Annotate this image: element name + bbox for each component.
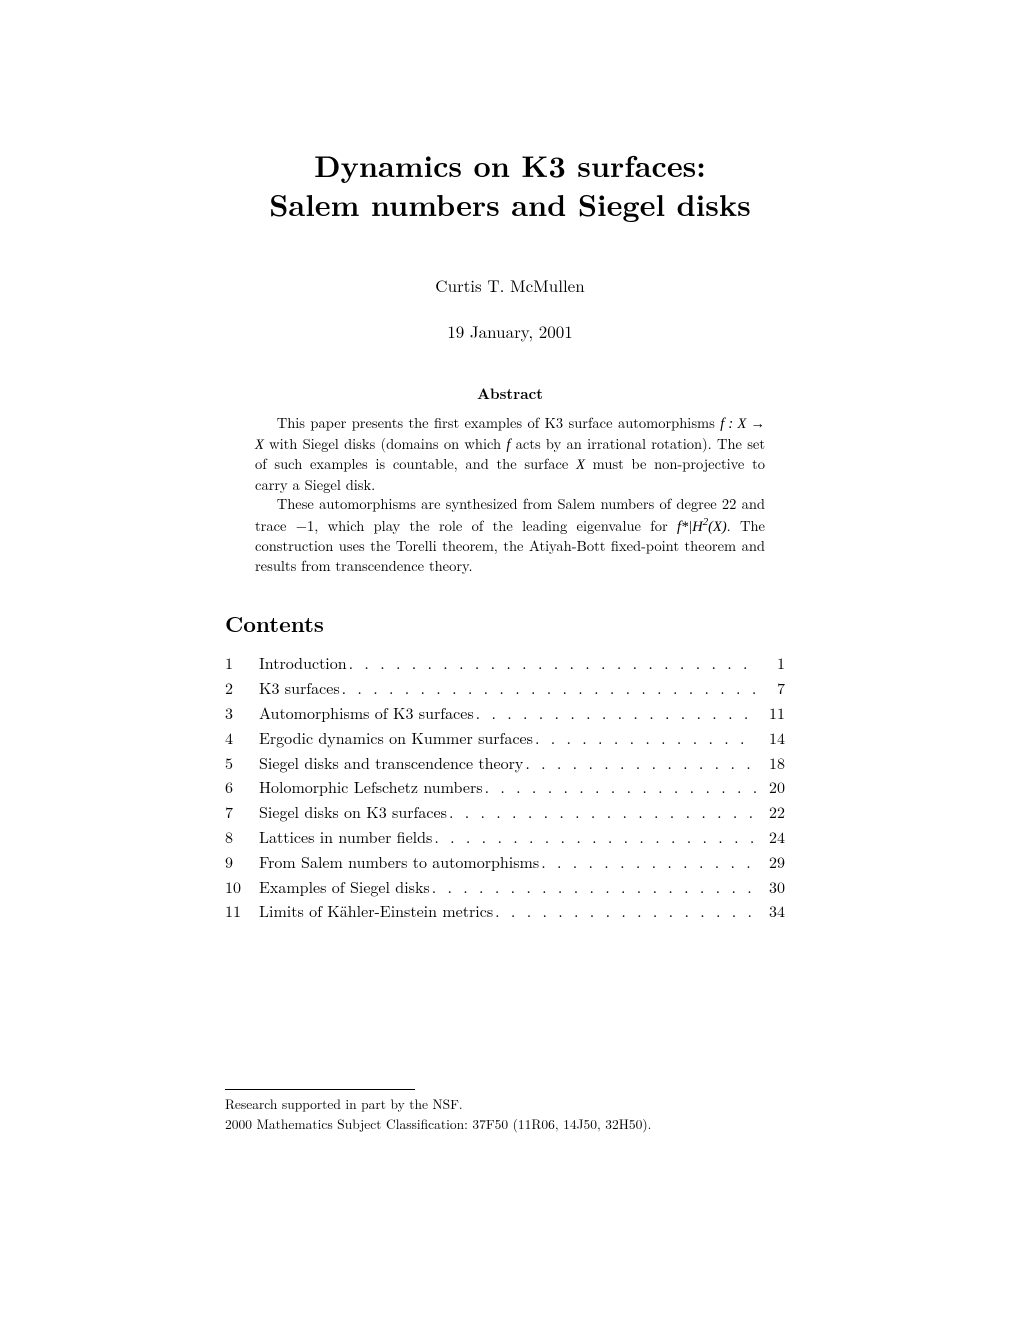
toc-row: 10Examples of Siegel disks . . . . . . .… — [225, 875, 785, 900]
toc-section-number: 10 — [225, 875, 259, 900]
footnote-rule — [225, 1089, 415, 1090]
toc-page-number: 29 — [757, 850, 785, 875]
toc-page-number: 22 — [757, 800, 785, 825]
toc-leader-dots: . . . . . . . . . . . . . . . . . . . . … — [493, 899, 757, 924]
toc-page-number: 24 — [757, 825, 785, 850]
toc-section-number: 6 — [225, 775, 259, 800]
toc-section-title: Automorphisms of K3 surfaces — [259, 701, 474, 726]
toc-leader-dots: . . . . . . . . . . . . . . . . . . . . … — [347, 651, 757, 676]
toc-page-number: 7 — [757, 676, 785, 701]
abstract-text: This paper presents the first examples o… — [277, 413, 720, 433]
abstract-para-1: This paper presents the first examples o… — [255, 414, 765, 495]
toc-page-number: 1 — [757, 651, 785, 676]
toc-section-title: Examples of Siegel disks — [259, 875, 430, 900]
toc-leader-dots: . . . . . . . . . . . . . . . . . . . . … — [539, 850, 757, 875]
toc-section-number: 8 — [225, 825, 259, 850]
toc-row: 11Limits of Kähler-Einstein metrics . . … — [225, 899, 785, 924]
abstract-heading: Abstract — [225, 383, 795, 404]
toc-page-number: 18 — [757, 751, 785, 776]
footnote-line-1: Research supported in part by the NSF. — [225, 1094, 795, 1114]
toc-section-number: 4 — [225, 726, 259, 751]
toc-section-number: 3 — [225, 701, 259, 726]
title-block: Dynamics on K3 surfaces: Salem numbers a… — [225, 145, 795, 223]
toc-row: 1Introduction . . . . . . . . . . . . . … — [225, 651, 785, 676]
math-x: X — [576, 457, 585, 473]
toc-page-number: 11 — [757, 701, 785, 726]
contents-heading: Contents — [225, 608, 795, 639]
toc-section-title: Siegel disks on K3 surfaces — [259, 800, 447, 825]
toc-page-number: 34 — [757, 899, 785, 924]
toc-section-title: Holomorphic Lefschetz numbers — [259, 775, 483, 800]
toc-section-title: K3 surfaces — [259, 676, 340, 701]
toc-section-title: From Salem numbers to automorphisms — [259, 850, 539, 875]
toc-section-number: 1 — [225, 651, 259, 676]
footnote-line-2: 2000 Mathematics Subject Classification:… — [225, 1114, 795, 1134]
toc-row: 4Ergodic dynamics on Kummer surfaces . .… — [225, 726, 785, 751]
paper-page: Dynamics on K3 surfaces: Salem numbers a… — [0, 0, 1020, 1135]
toc-section-number: 5 — [225, 751, 259, 776]
title-line-1: Dynamics on K3 surfaces: — [225, 145, 795, 184]
toc-section-number: 2 — [225, 676, 259, 701]
toc-section-title: Lattices in number fields — [259, 825, 432, 850]
toc-leader-dots: . . . . . . . . . . . . . . . . . . . . … — [523, 751, 757, 776]
abstract-text: with Siegel disks (domains on which — [264, 434, 506, 454]
toc-section-number: 11 — [225, 899, 259, 924]
toc-leader-dots: . . . . . . . . . . . . . . . . . . . . … — [432, 825, 757, 850]
toc-leader-dots: . . . . . . . . . . . . . . . . . . . . … — [447, 800, 757, 825]
table-of-contents: 1Introduction . . . . . . . . . . . . . … — [225, 651, 785, 924]
date: 19 January, 2001 — [225, 319, 795, 343]
toc-row: 5Siegel disks and transcendence theory .… — [225, 751, 785, 776]
toc-page-number: 14 — [757, 726, 785, 751]
toc-section-title: Siegel disks and transcendence theory — [259, 751, 523, 776]
toc-row: 6Holomorphic Lefschetz numbers . . . . .… — [225, 775, 785, 800]
toc-row: 9From Salem numbers to automorphisms . .… — [225, 850, 785, 875]
toc-section-title: Limits of Kähler-Einstein metrics — [259, 899, 493, 924]
author: Curtis T. McMullen — [225, 273, 795, 297]
toc-section-title: Ergodic dynamics on Kummer surfaces — [259, 726, 533, 751]
abstract-body: This paper presents the first examples o… — [255, 414, 765, 576]
toc-section-number: 9 — [225, 850, 259, 875]
toc-page-number: 20 — [757, 775, 785, 800]
math-fh2x: f*|H2(X) — [677, 519, 727, 535]
abstract-para-2: These automorphisms are synthesized from… — [255, 495, 765, 576]
toc-leader-dots: . . . . . . . . . . . . . . . . . . . . … — [533, 726, 757, 751]
toc-row: 2K3 surfaces . . . . . . . . . . . . . .… — [225, 676, 785, 701]
toc-leader-dots: . . . . . . . . . . . . . . . . . . . . … — [483, 775, 757, 800]
toc-row: 8Lattices in number fields . . . . . . .… — [225, 825, 785, 850]
title-line-2: Salem numbers and Siegel disks — [225, 184, 795, 223]
toc-section-title: Introduction — [259, 651, 347, 676]
toc-leader-dots: . . . . . . . . . . . . . . . . . . . . … — [340, 676, 757, 701]
toc-section-number: 7 — [225, 800, 259, 825]
toc-row: 7Siegel disks on K3 surfaces . . . . . .… — [225, 800, 785, 825]
toc-leader-dots: . . . . . . . . . . . . . . . . . . . . … — [430, 875, 757, 900]
toc-leader-dots: . . . . . . . . . . . . . . . . . . . . … — [474, 701, 757, 726]
toc-page-number: 30 — [757, 875, 785, 900]
toc-row: 3Automorphisms of K3 surfaces . . . . . … — [225, 701, 785, 726]
